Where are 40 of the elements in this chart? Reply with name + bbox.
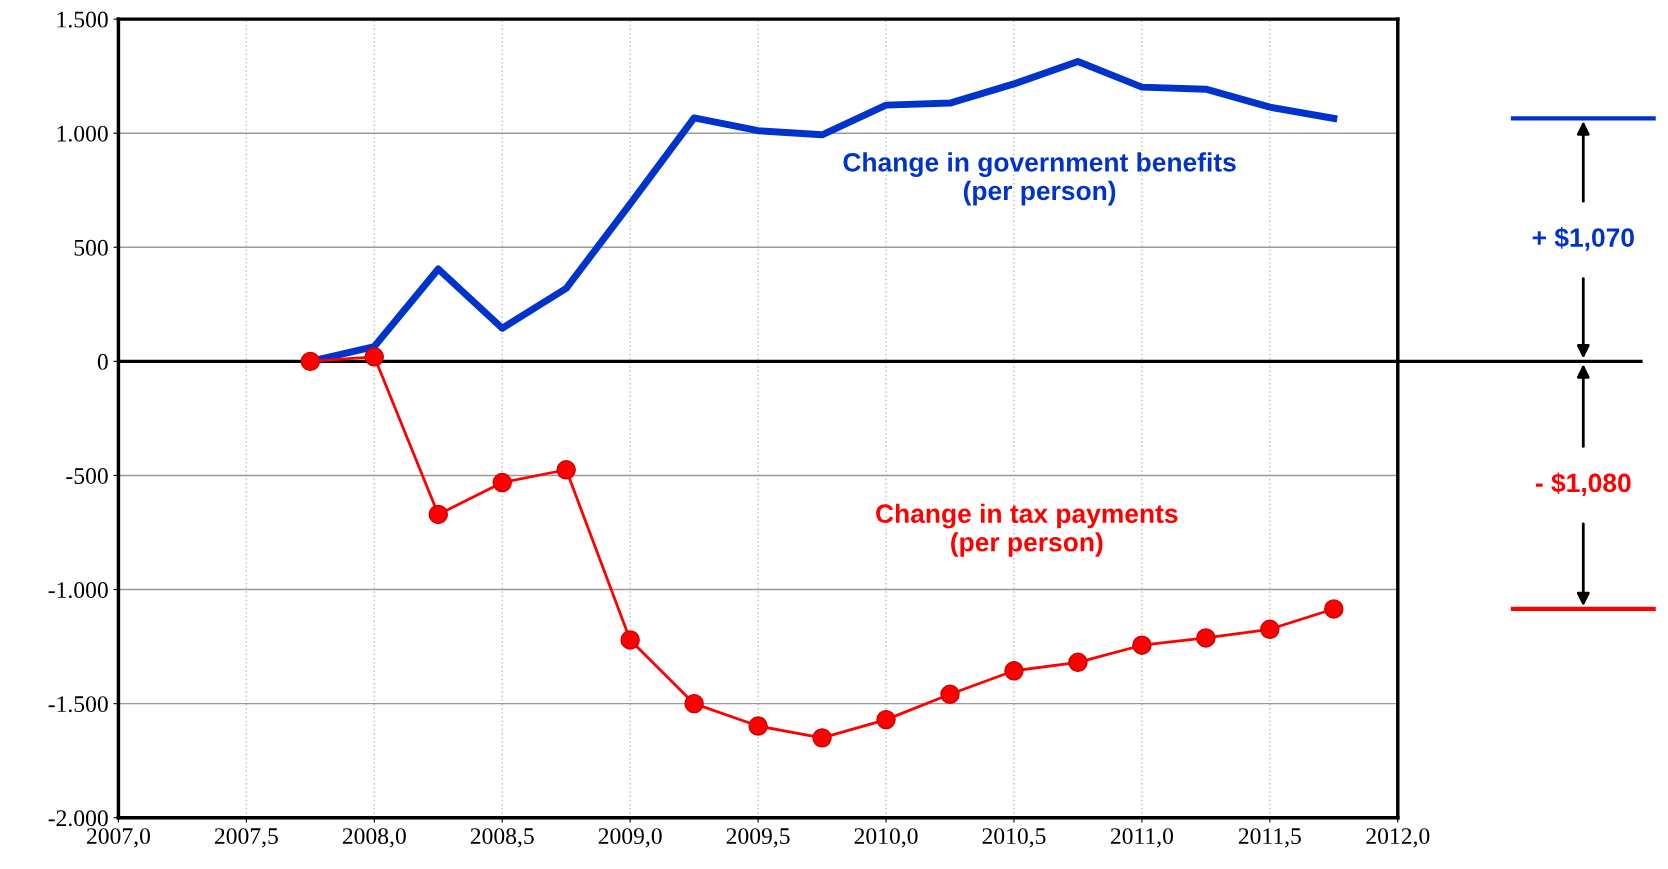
y-tick-label: 1.000 [57,125,108,142]
point [1324,599,1344,619]
point [556,460,576,480]
point [1196,628,1216,648]
x-tick-label: 2010,0 [854,828,918,848]
point [1004,661,1024,681]
y-tick-label: 0 [97,353,108,370]
y-tick-label: -1.000 [48,582,108,599]
x-tick-label: 2008,5 [470,828,534,848]
x-tick-label: 2009,5 [726,828,790,848]
point [300,351,321,372]
point [428,504,448,525]
point [620,630,640,650]
y-tick-label: -1.500 [48,696,108,713]
y-tick-label: -2.000 [48,810,108,827]
series-label: Change in government benefits (per person) [843,152,1236,206]
x-tick-label: 2008,0 [342,828,406,848]
point [684,693,704,714]
y-tick-label: 500 [74,239,108,256]
y-tick-label: -500 [66,467,108,484]
x-tick-label: 2011,5 [1238,828,1301,848]
x-tick-label: 2009,0 [598,828,662,848]
point [748,716,768,736]
point [364,347,385,367]
x-tick-label: 2007,0 [87,828,150,848]
point [812,728,832,748]
x-tick-label: 2012,0 [1366,828,1430,848]
point [940,684,960,705]
text: - $1,080 [1535,472,1631,497]
point [876,709,896,730]
point [1260,619,1280,639]
point [1068,652,1088,673]
y-tick-label: 1.500 [57,11,108,28]
x-tick-label: 2007,5 [214,828,278,848]
point [1132,635,1152,655]
x-tick-label: 2011,0 [1110,828,1174,848]
x-tick-label: 2010,5 [982,828,1046,848]
text: + $1,070 [1532,227,1634,251]
point [492,472,512,493]
text: Change in tax payments (per person) [876,503,1178,557]
